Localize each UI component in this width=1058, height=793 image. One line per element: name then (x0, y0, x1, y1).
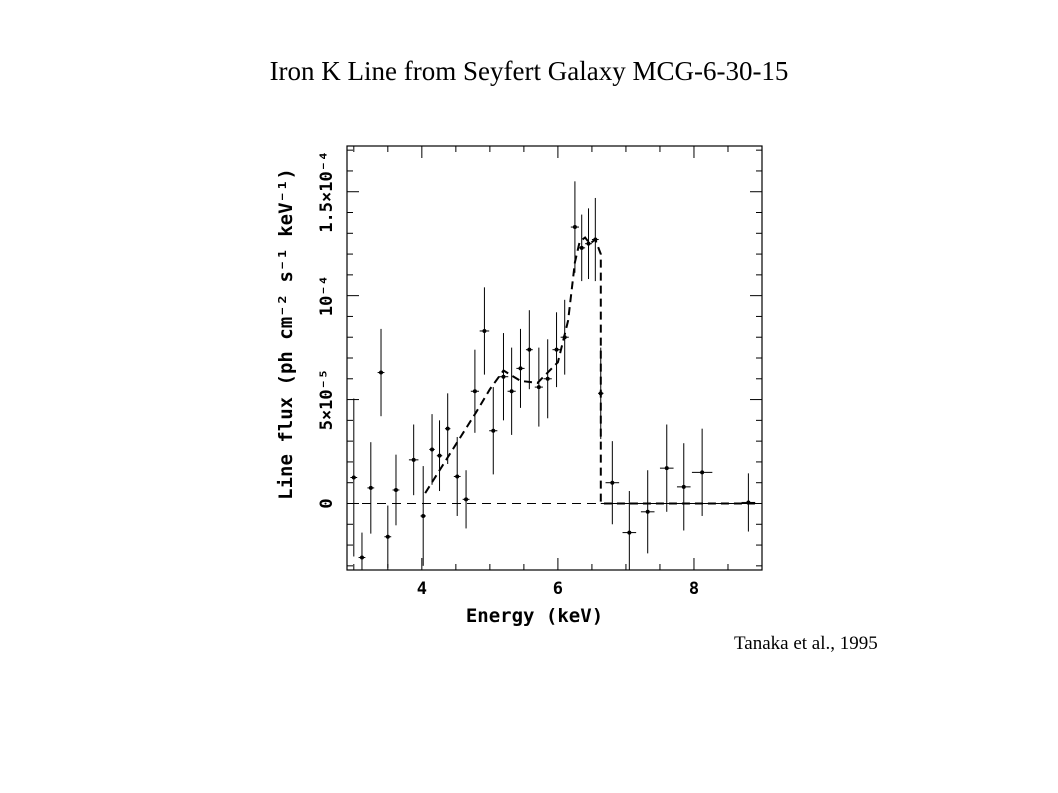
plot-frame (346, 145, 763, 571)
point-marker (482, 328, 487, 333)
data-point (591, 197, 599, 282)
data-point (534, 347, 543, 427)
point-marker (430, 447, 435, 452)
citation: Tanaka et al., 1995 (734, 633, 878, 654)
data-point (507, 347, 516, 435)
point-marker (664, 466, 669, 471)
data-point (444, 393, 451, 464)
point-marker (627, 530, 632, 535)
data-point (560, 299, 569, 375)
data-point (516, 328, 525, 408)
x-tick-label: 8 (689, 579, 699, 599)
data-point (543, 339, 552, 419)
data-point (622, 491, 637, 570)
data-point (392, 454, 400, 526)
data-point (691, 428, 713, 516)
point-marker (359, 555, 364, 560)
point-marker (545, 376, 550, 381)
point-marker (562, 335, 567, 340)
model-curve (424, 236, 762, 505)
plot-border (346, 145, 763, 571)
y-tick-label: 1.5×10⁻⁴ (317, 151, 337, 233)
data-point (408, 424, 419, 496)
x-tick-label: 6 (553, 579, 563, 599)
point-marker (572, 225, 577, 230)
point-marker (746, 500, 751, 505)
y-tick-label: 10⁻⁴ (317, 275, 337, 316)
data-point (525, 310, 533, 390)
point-marker (509, 389, 514, 394)
data-point (598, 347, 604, 440)
point-marker (645, 509, 650, 514)
data-point (367, 442, 375, 534)
y-axis-label: Line flux (ph cm⁻² s⁻¹ keV⁻¹) (275, 168, 297, 500)
point-marker (536, 385, 541, 390)
data-point (676, 443, 691, 531)
point-marker (579, 245, 584, 250)
point-marker (554, 347, 559, 352)
data-point (377, 328, 385, 417)
data-point (350, 398, 358, 557)
data-point (585, 208, 592, 280)
model-line (424, 236, 759, 505)
axis-ticks (347, 146, 763, 570)
data-point (605, 441, 620, 525)
point-marker (393, 487, 398, 492)
data-point (479, 287, 490, 375)
data-point (640, 470, 655, 554)
point-marker (368, 485, 373, 490)
data-point (578, 214, 586, 282)
point-marker (501, 374, 506, 379)
point-marker (681, 484, 686, 489)
point-marker (527, 347, 532, 352)
point-marker (445, 426, 450, 431)
y-tick-label: 5×10⁻⁵ (317, 369, 337, 430)
point-marker (379, 370, 384, 375)
data-point (470, 349, 479, 433)
point-marker (518, 366, 523, 371)
data-point (489, 387, 498, 475)
point-marker (598, 391, 603, 396)
y-tick-label: 0 (317, 498, 337, 508)
point-marker (593, 237, 598, 242)
point-marker (610, 480, 615, 485)
point-marker (421, 513, 426, 518)
point-marker (586, 241, 591, 246)
x-axis-label: Energy (keV) (466, 605, 603, 627)
x-tick-label: 4 (417, 579, 427, 599)
data-point (741, 473, 756, 532)
data-point (420, 466, 426, 566)
data-point (659, 424, 674, 512)
data-point (570, 181, 579, 273)
data-point (453, 436, 461, 516)
data-point (436, 420, 443, 492)
data-point (462, 470, 470, 529)
data-point (552, 312, 561, 388)
data-point (429, 414, 435, 485)
point-marker (472, 389, 477, 394)
data-point (498, 333, 509, 421)
data-points (350, 181, 756, 570)
point-marker (464, 497, 469, 502)
data-point (384, 505, 392, 568)
point-marker (385, 534, 390, 539)
data-point (358, 532, 366, 570)
point-marker (700, 470, 705, 475)
point-marker (455, 474, 460, 479)
slide-title: Iron K Line from Seyfert Galaxy MCG-6-30… (269, 56, 789, 86)
tick-labels: 4 6 8 0 5×10⁻⁵ 10⁻⁴ 1.5×10⁻⁴ (317, 151, 699, 599)
point-marker (491, 428, 496, 433)
point-marker (351, 475, 356, 480)
point-marker (411, 457, 416, 462)
point-marker (437, 453, 442, 458)
